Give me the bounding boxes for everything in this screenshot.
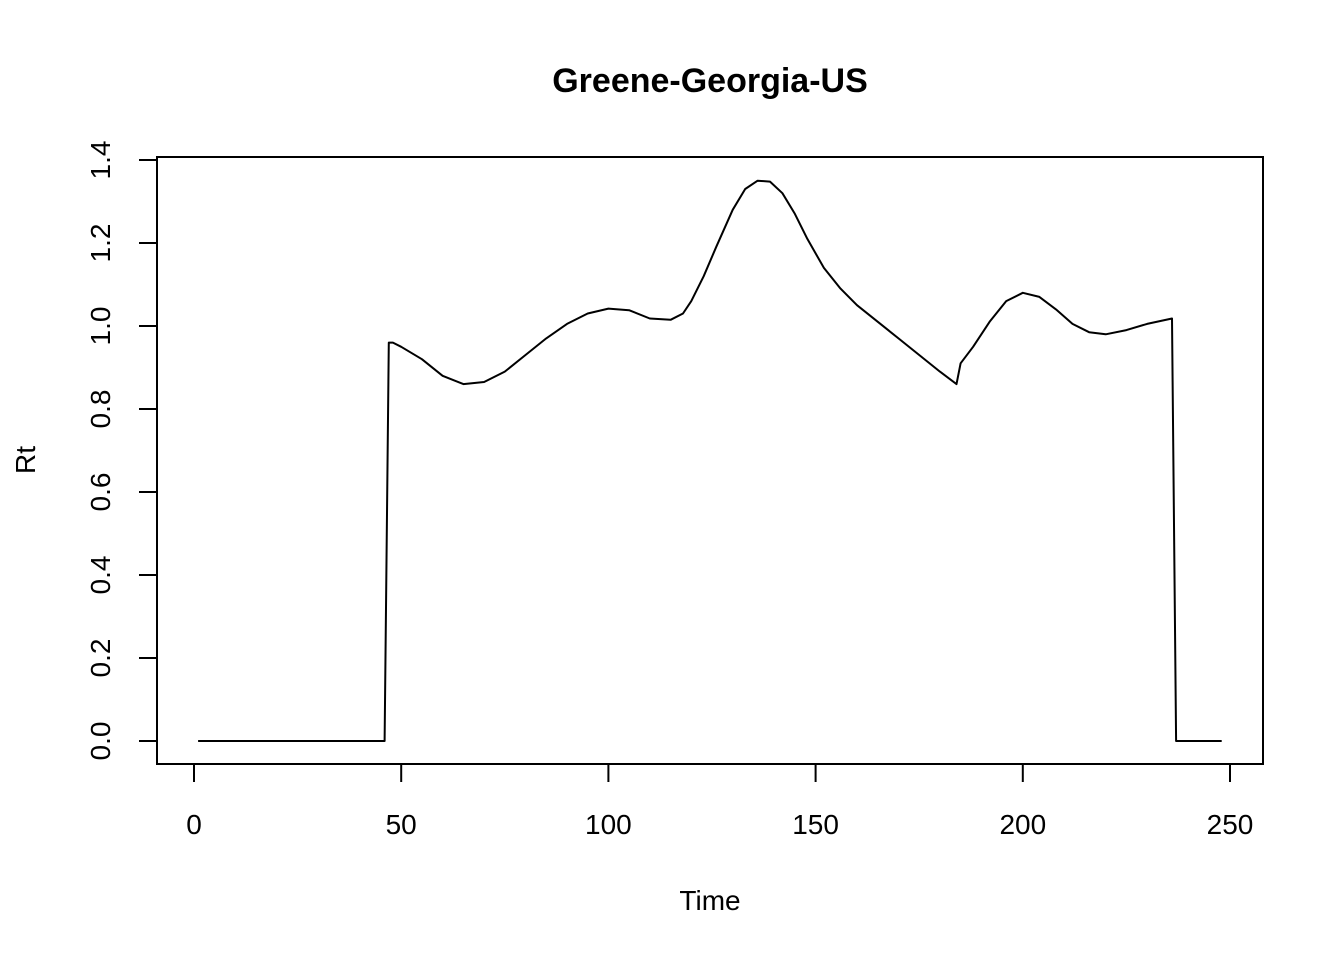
x-tick-label: 100 (585, 809, 632, 840)
x-axis-label: Time (679, 885, 740, 916)
chart-title: Greene-Georgia-US (552, 62, 868, 100)
y-tick-label: 1.2 (85, 224, 116, 263)
x-axis: 0 50 100 150 200 250 (186, 763, 1254, 840)
x-tick-label: 200 (999, 809, 1046, 840)
x-tick-label: 250 (1207, 809, 1254, 840)
y-tick-label: 0.0 (85, 722, 116, 761)
y-axis: 0.0 0.2 0.4 0.6 0.8 1.0 1.2 1.4 (85, 141, 158, 761)
y-axis-label: Rt (10, 446, 41, 474)
x-tick-label: 50 (386, 809, 417, 840)
y-tick-label: 1.0 (85, 307, 116, 346)
y-tick-label: 1.4 (85, 141, 116, 180)
y-tick-label: 0.4 (85, 556, 116, 595)
plot-frame (156, 156, 1264, 765)
y-tick-label: 0.6 (85, 473, 116, 512)
y-tick-label: 0.8 (85, 390, 116, 429)
x-tick-label: 150 (792, 809, 839, 840)
x-tick-label: 0 (186, 809, 202, 840)
series-line (198, 179, 1222, 742)
y-tick-label: 0.2 (85, 639, 116, 678)
